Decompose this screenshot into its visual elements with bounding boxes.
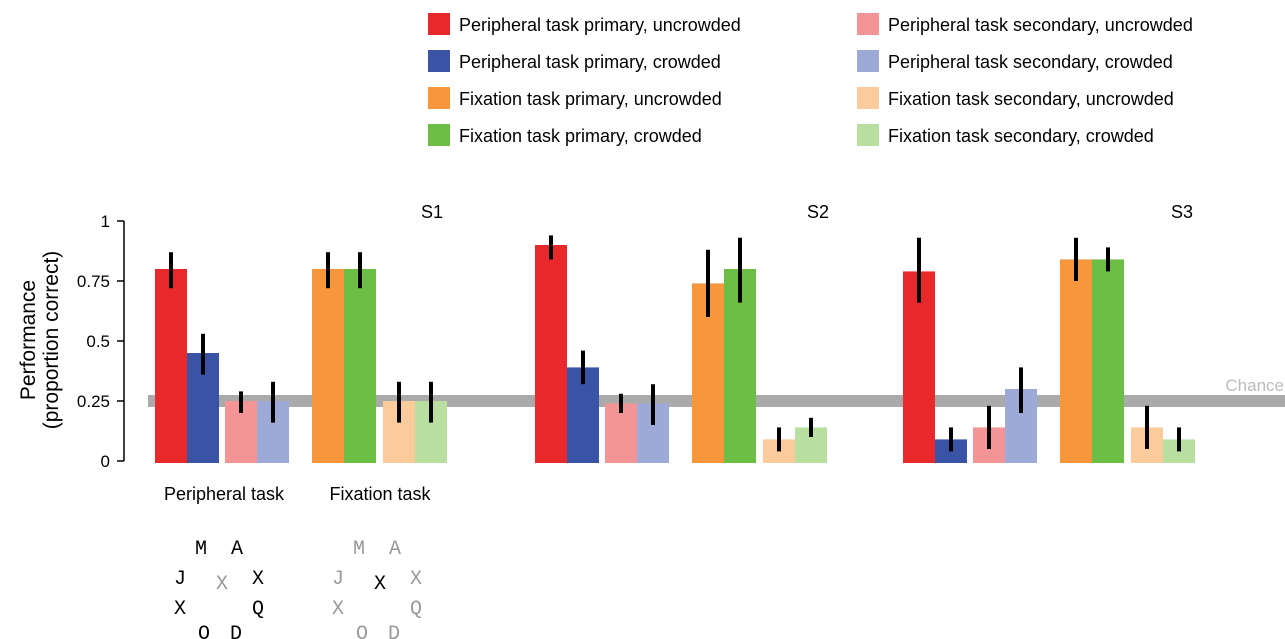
stimulus-peripheral-letter-flanker: X [174, 598, 186, 621]
bar-S3-peripheral-pp_u [903, 271, 935, 463]
chance-label: Chance [1225, 376, 1284, 395]
stimulus-peripheral-letter-flanker: O [198, 623, 210, 639]
subject-label-S2: S2 [807, 202, 829, 222]
bar-S2-peripheral-pp_u [535, 245, 567, 463]
stimulus-peripheral-letter-flanker: J [174, 568, 186, 591]
stimulus-fixation-letter-target: X [374, 573, 386, 596]
legend-swatch-fs_u [857, 87, 879, 109]
stimulus-fixation: M AJ X XX QO D [332, 538, 422, 639]
stimulus-fixation-letter-flanker: X [410, 568, 422, 591]
subject-label-S3: S3 [1171, 202, 1193, 222]
y-axis: 0 0.25 0.5 0.75 1 [77, 212, 125, 471]
stimulus-fixation-letter-flanker: J [332, 568, 344, 591]
stimulus-fixation-letter-flanker: M [353, 538, 365, 561]
y-tick-label: 0.75 [77, 272, 110, 291]
y-axis-title-line-2: (proportion correct) [40, 251, 63, 430]
stimulus-peripheral-letter-flanker: A [231, 538, 243, 561]
stimulus-fixation-letter-flanker: D [388, 623, 400, 639]
bar-S3-fixation-fp_c [1092, 259, 1124, 463]
legend-label-ps_u: Peripheral task secondary, uncrowded [888, 15, 1193, 35]
y-axis-title-line-1: Performance [17, 280, 40, 400]
legend-label-fp_c: Fixation task primary, crowded [459, 126, 702, 146]
legend-label-fs_c: Fixation task secondary, crowded [888, 126, 1154, 146]
y-tick-label: 0.5 [86, 332, 110, 351]
group-label-fixation: Fixation task [329, 484, 431, 504]
legend-swatch-pp_c [428, 50, 450, 72]
legend-swatch-fp_u [428, 87, 450, 109]
stimulus-fixation-letter-flanker: O [356, 623, 368, 639]
subject-labels: S1 S2 S3 [421, 202, 1193, 222]
y-tick-label: 1 [101, 212, 110, 231]
stimulus-peripheral: M AJ X XX QO D [174, 538, 264, 639]
bars [155, 245, 1195, 463]
stimulus-fixation-letter-flanker: Q [410, 598, 422, 621]
bar-S1-fixation-fp_c [344, 269, 376, 463]
stimulus-fixation-letter-flanker: A [389, 538, 401, 561]
stimulus-peripheral-letter-flanker: X [252, 568, 264, 591]
legend: Peripheral task primary, uncrowded Periph… [428, 13, 1193, 146]
legend-label-fp_u: Fixation task primary, uncrowded [459, 89, 722, 109]
subject-label-S1: S1 [421, 202, 443, 222]
legend-swatch-ps_c [857, 50, 879, 72]
y-tick-label: 0 [101, 452, 110, 471]
bar-S3-fixation-fp_u [1060, 259, 1092, 463]
y-axis-title: Performance (proportion correct) [17, 251, 63, 430]
legend-swatch-ps_u [857, 13, 879, 35]
legend-label-pp_c: Peripheral task primary, crowded [459, 52, 721, 72]
stimulus-peripheral-letter-flanker: M [195, 538, 207, 561]
legend-swatch-pp_u [428, 13, 450, 35]
stimulus-fixation-letter-flanker: X [332, 598, 344, 621]
legend-label-ps_c: Peripheral task secondary, crowded [888, 52, 1173, 72]
legend-swatch-fp_c [428, 124, 450, 146]
stimulus-peripheral-letter-flanker: D [230, 623, 242, 639]
stimulus-peripheral-letter-flanker: Q [252, 598, 264, 621]
bar-S1-peripheral-pp_u [155, 269, 187, 463]
legend-label-fs_u: Fixation task secondary, uncrowded [888, 89, 1174, 109]
legend-swatch-fs_c [857, 124, 879, 146]
group-label-peripheral: Peripheral task [164, 484, 285, 504]
stimulus-peripheral-letter-target: X [216, 573, 228, 596]
legend-label-pp_u: Peripheral task primary, uncrowded [459, 15, 741, 35]
bar-S2-peripheral-ps_u [605, 403, 637, 463]
bar-S1-fixation-fp_u [312, 269, 344, 463]
error-bars [169, 235, 1181, 452]
group-labels: Peripheral task Fixation task [164, 484, 432, 504]
y-tick-label: 0.25 [77, 392, 110, 411]
